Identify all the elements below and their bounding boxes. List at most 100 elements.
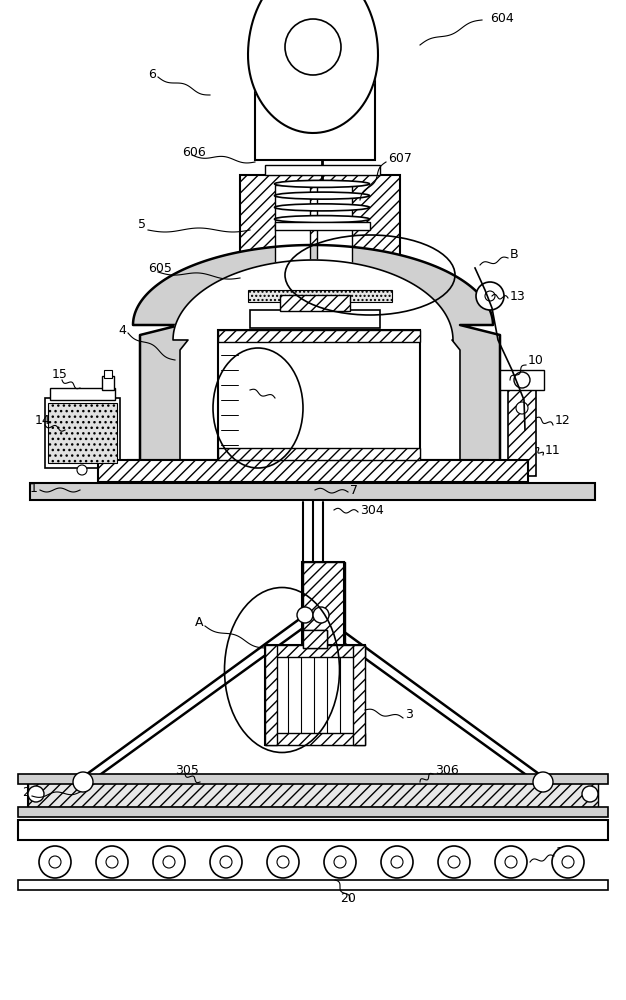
Bar — [303, 562, 345, 652]
Ellipse shape — [274, 192, 369, 199]
Text: 14: 14 — [35, 414, 51, 426]
Text: 13: 13 — [510, 290, 526, 302]
Bar — [48, 403, 117, 463]
Bar — [28, 782, 598, 807]
Circle shape — [381, 846, 413, 878]
Bar — [18, 807, 608, 817]
Bar — [30, 483, 595, 500]
Bar — [508, 388, 536, 476]
Circle shape — [49, 856, 61, 868]
Bar — [250, 310, 380, 328]
Text: 1: 1 — [30, 482, 38, 494]
Text: 306: 306 — [435, 764, 459, 776]
Circle shape — [495, 846, 527, 878]
Bar — [128, 460, 488, 482]
Text: 5: 5 — [138, 219, 146, 232]
Polygon shape — [173, 260, 460, 460]
Circle shape — [582, 786, 598, 802]
Circle shape — [391, 856, 403, 868]
Bar — [18, 774, 608, 784]
Bar — [104, 370, 112, 378]
Text: 304: 304 — [360, 504, 384, 516]
Bar — [302, 562, 344, 652]
Text: 6: 6 — [148, 68, 156, 82]
Text: 2: 2 — [22, 786, 30, 798]
Bar — [102, 376, 114, 390]
Text: 15: 15 — [52, 368, 68, 381]
Circle shape — [505, 856, 517, 868]
Bar — [28, 782, 598, 807]
Text: 305: 305 — [175, 764, 199, 776]
Text: 604: 604 — [490, 11, 514, 24]
Text: 12: 12 — [555, 414, 571, 426]
Polygon shape — [248, 0, 378, 133]
Circle shape — [476, 282, 504, 310]
Circle shape — [153, 846, 185, 878]
Circle shape — [516, 402, 528, 414]
Circle shape — [438, 846, 470, 878]
Ellipse shape — [274, 216, 369, 223]
Circle shape — [552, 846, 584, 878]
Text: 607: 607 — [388, 151, 412, 164]
Bar — [353, 645, 365, 745]
Ellipse shape — [274, 204, 369, 211]
Polygon shape — [133, 245, 500, 460]
Bar — [248, 290, 392, 302]
Bar — [275, 185, 310, 300]
Circle shape — [73, 772, 93, 792]
Circle shape — [514, 372, 530, 388]
Bar — [265, 733, 365, 745]
Bar — [265, 645, 365, 745]
Bar — [98, 460, 528, 482]
Text: 11: 11 — [545, 444, 561, 456]
Bar — [280, 295, 350, 311]
Circle shape — [297, 607, 313, 623]
Text: 3: 3 — [405, 708, 413, 722]
Circle shape — [277, 856, 289, 868]
Circle shape — [562, 856, 574, 868]
Bar — [240, 175, 400, 305]
Circle shape — [77, 465, 87, 475]
Circle shape — [485, 291, 495, 301]
Circle shape — [533, 772, 553, 792]
Bar — [265, 165, 380, 175]
Bar — [218, 330, 420, 460]
Text: 20: 20 — [340, 892, 356, 904]
Bar — [50, 388, 115, 400]
Text: 4: 4 — [118, 324, 126, 336]
Bar — [275, 222, 370, 230]
Circle shape — [106, 856, 118, 868]
Bar — [500, 370, 544, 390]
Circle shape — [324, 846, 356, 878]
Bar — [265, 645, 277, 745]
Circle shape — [210, 846, 242, 878]
Text: C: C — [270, 388, 279, 401]
Text: 605: 605 — [148, 261, 172, 274]
Bar — [303, 630, 327, 648]
Circle shape — [448, 856, 460, 868]
Circle shape — [267, 846, 299, 878]
Text: 606: 606 — [182, 145, 206, 158]
Bar — [317, 185, 352, 300]
Circle shape — [163, 856, 175, 868]
Circle shape — [334, 856, 346, 868]
Bar — [18, 820, 608, 840]
Text: B: B — [510, 248, 518, 261]
Circle shape — [96, 846, 128, 878]
Bar — [265, 645, 365, 657]
Circle shape — [28, 786, 44, 802]
Bar — [218, 448, 420, 460]
Circle shape — [285, 19, 341, 75]
Bar — [303, 630, 327, 648]
Ellipse shape — [274, 180, 369, 187]
Bar — [255, 60, 375, 160]
Text: 7: 7 — [350, 484, 358, 496]
Bar — [18, 880, 608, 890]
Bar — [45, 398, 120, 468]
Circle shape — [39, 846, 71, 878]
Text: 19: 19 — [556, 846, 572, 858]
Bar — [218, 330, 420, 342]
Text: 10: 10 — [528, 354, 544, 366]
Circle shape — [313, 607, 329, 623]
Circle shape — [220, 856, 232, 868]
